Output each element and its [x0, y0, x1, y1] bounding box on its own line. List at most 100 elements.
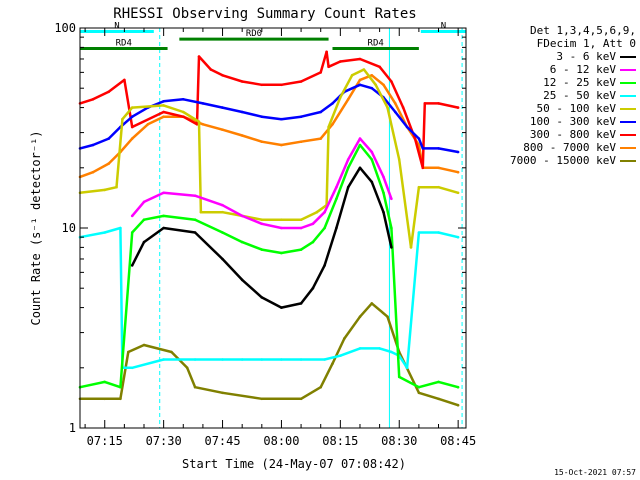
x-tick-label: 08:15 — [322, 434, 358, 448]
flag-label-n: N — [114, 22, 119, 32]
data-point-300-800-kev — [358, 57, 362, 61]
data-point-3-6-kev — [240, 278, 244, 282]
legend-swatch — [620, 107, 636, 110]
data-point-7000-15000-kev — [119, 397, 122, 401]
data-point-3-6-kev — [346, 185, 350, 189]
data-point-800-7000-kev — [319, 137, 323, 140]
data-point-300-800-kev — [123, 78, 126, 82]
data-point-6-12-kev — [335, 185, 338, 189]
data-point-25-50-kev — [299, 358, 303, 361]
data-point-50-100-kev — [280, 218, 283, 221]
data-point-300-800-kev — [456, 106, 460, 109]
chart-title: RHESSI Observing Summary Count Rates — [113, 6, 416, 22]
data-point-300-800-kev — [91, 98, 95, 101]
data-point-12-25-kev — [311, 240, 315, 244]
data-point-100-300-kev — [162, 100, 165, 103]
data-point-50-100-kev — [409, 246, 413, 249]
data-point-300-800-kev — [260, 83, 264, 87]
data-point-50-100-kev — [199, 210, 203, 214]
legend-entry-300-800-kev: 300 - 800 keV — [478, 128, 636, 141]
legend-entry-100-300-kev: 100 - 300 keV — [478, 115, 636, 128]
data-point-3-6-kev — [335, 226, 338, 230]
data-point-7000-15000-kev — [417, 391, 421, 395]
data-point-6-12-kev — [323, 210, 326, 214]
data-point-12-25-kev — [162, 214, 165, 218]
data-point-3-6-kev — [280, 306, 283, 309]
x-tick-label: 07:15 — [87, 434, 123, 448]
data-point-7000-15000-kev — [437, 397, 440, 401]
flag-label-rd4: RD4 — [116, 38, 132, 48]
data-point-800-7000-kev — [221, 128, 224, 131]
flag-label-rd4: RD4 — [368, 38, 384, 48]
data-point-50-100-kev — [197, 120, 201, 123]
legend-swatch — [620, 81, 636, 84]
data-point-800-7000-kev — [331, 123, 334, 126]
data-point-800-7000-kev — [370, 74, 374, 77]
data-point-12-25-kev — [370, 158, 374, 161]
data-point-3-6-kev — [370, 180, 374, 184]
data-point-800-7000-kev — [417, 143, 421, 147]
data-point-300-800-kev — [182, 115, 185, 118]
data-point-300-800-kev — [423, 102, 427, 105]
data-point-100-300-kev — [201, 102, 205, 105]
data-point-3-6-kev — [382, 210, 385, 214]
data-point-3-6-kev — [323, 264, 326, 267]
data-point-800-7000-kev — [260, 140, 264, 143]
data-point-50-100-kev — [374, 83, 378, 87]
data-point-6-12-kev — [358, 137, 362, 140]
data-point-300-800-kev — [421, 166, 425, 170]
data-point-100-300-kev — [456, 150, 460, 154]
data-point-50-100-kev — [456, 191, 460, 195]
data-point-25-50-kev — [221, 358, 224, 361]
data-point-800-7000-kev — [146, 123, 150, 126]
legend-label: 800 - 7000 keV — [523, 141, 616, 154]
data-point-7000-15000-kev — [386, 315, 389, 319]
data-point-25-50-kev — [119, 226, 122, 230]
data-point-50-100-kev — [103, 188, 106, 192]
data-point-800-7000-kev — [240, 134, 244, 137]
legend-label: 7000 - 15000 keV — [510, 154, 616, 167]
data-point-800-7000-kev — [346, 98, 350, 101]
data-point-3-6-kev — [221, 257, 224, 261]
data-point-300-800-kev — [195, 123, 199, 126]
legend-entry-800-7000-kev: 800 - 7000 keV — [478, 141, 636, 154]
x-tick-label: 08:30 — [381, 434, 417, 448]
legend-header-line-1: Det 1,3,4,5,6,9, — [530, 24, 636, 37]
data-point-3-6-kev — [260, 296, 264, 299]
data-point-6-12-kev — [221, 203, 224, 207]
legend-swatch — [620, 146, 636, 149]
series-line-12-25-kev — [79, 143, 459, 389]
data-point-3-6-kev — [390, 246, 393, 249]
data-point-7000-15000-kev — [103, 397, 106, 401]
data-point-50-100-kev — [121, 117, 124, 121]
x-tick-label: 07:30 — [146, 434, 182, 448]
data-point-800-7000-kev — [437, 166, 440, 170]
data-point-800-7000-kev — [299, 140, 303, 143]
legend-swatch — [620, 94, 636, 97]
data-point-50-100-kev — [327, 125, 330, 129]
plot-area: N N RD0 RD4 RD4 — [78, 22, 466, 428]
legend-label: 6 - 12 keV — [549, 63, 616, 76]
data-point-12-25-kev — [358, 143, 362, 147]
data-point-12-25-kev — [142, 218, 146, 221]
data-point-100-300-kev — [437, 147, 440, 150]
data-point-800-7000-kev — [280, 143, 283, 147]
legend-label: 3 - 6 keV — [556, 50, 616, 63]
data-point-12-25-kev — [335, 197, 338, 201]
data-point-6-12-kev — [162, 191, 165, 195]
data-point-50-100-kev — [299, 218, 303, 221]
data-point-25-50-kev — [103, 231, 106, 234]
data-point-25-50-kev — [358, 347, 362, 350]
x-tick-label: 08:00 — [263, 434, 299, 448]
data-point-6-12-kev — [346, 158, 350, 161]
data-point-7000-15000-kev — [370, 302, 374, 305]
data-point-300-800-kev — [327, 65, 330, 69]
data-point-7000-15000-kev — [331, 362, 334, 365]
data-point-300-800-kev — [413, 137, 417, 140]
y-tick-label: 10 — [62, 221, 76, 235]
legend-swatch — [620, 159, 636, 162]
data-point-300-800-kev — [107, 90, 110, 94]
data-point-7000-15000-kev — [221, 391, 224, 395]
legend-label: 300 - 800 keV — [529, 128, 616, 141]
data-point-25-50-kev — [280, 358, 283, 361]
